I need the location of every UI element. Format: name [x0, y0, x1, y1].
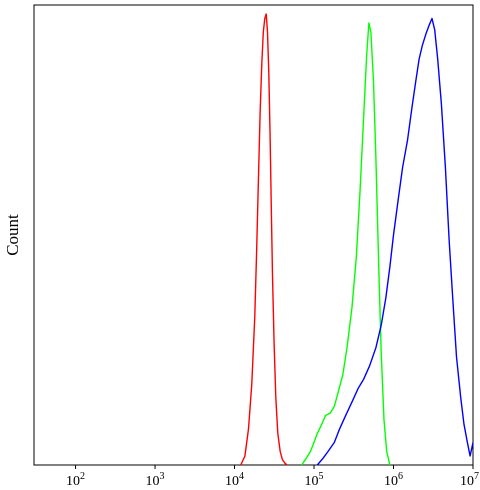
x-axis-ticks: 102 103 104 105 106 107	[66, 465, 479, 489]
y-axis-label: Count	[3, 214, 22, 256]
series-line-2	[301, 22, 391, 466]
x-tick-label-2: 103	[146, 471, 165, 489]
x-tick-label-5: 106	[384, 471, 403, 489]
x-tick-label-3: 104	[225, 471, 244, 489]
x-tick-label-4: 105	[305, 471, 324, 489]
series-line-3	[316, 17, 474, 466]
series-line-1	[240, 13, 288, 466]
plot-frame	[33, 4, 474, 466]
x-tick-label-1: 102	[66, 471, 85, 489]
x-tick-label-6: 107	[460, 471, 479, 489]
series-layer	[240, 13, 474, 466]
